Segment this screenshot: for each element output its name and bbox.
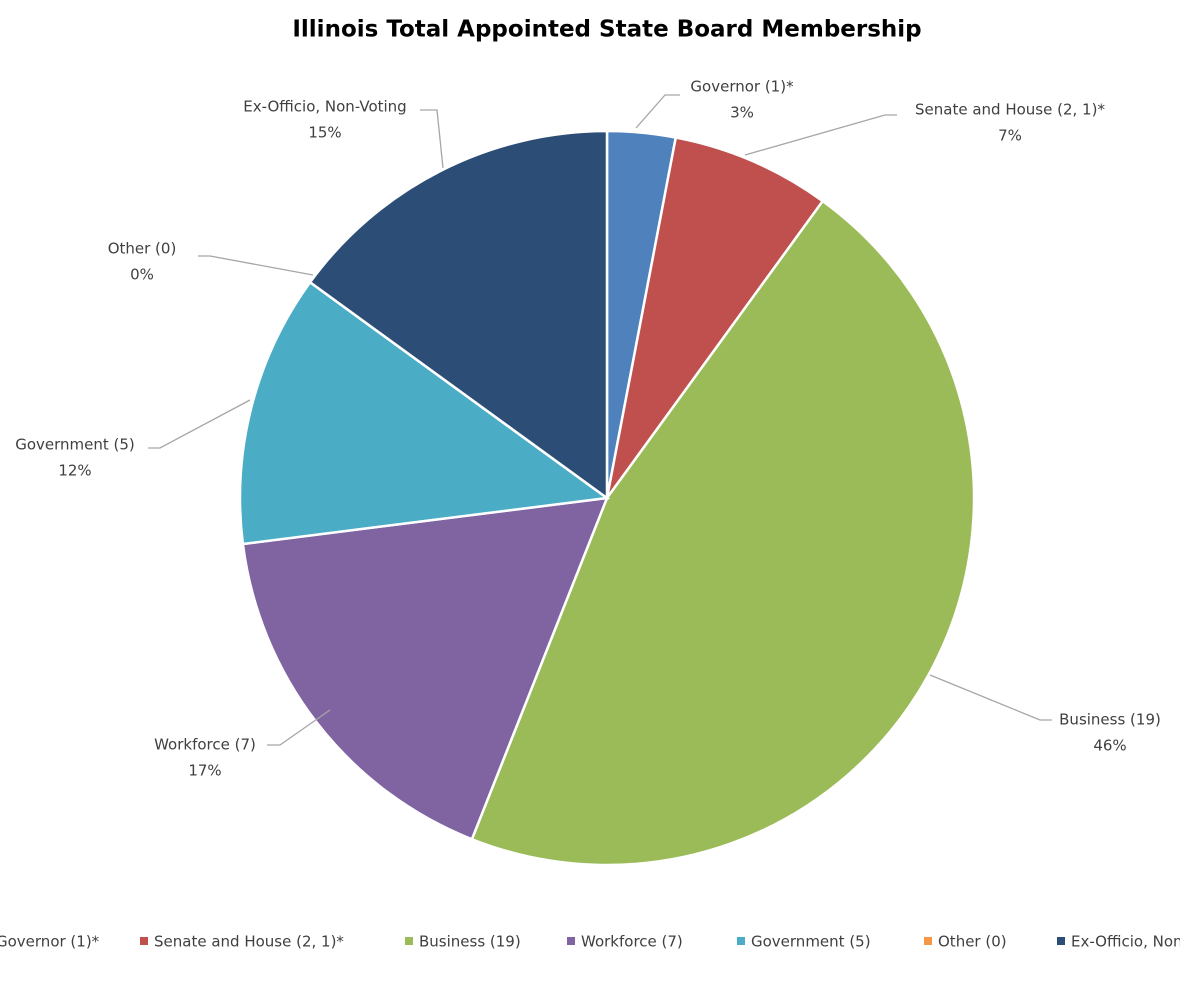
legend-swatch xyxy=(567,937,575,945)
slice-value-label: 0% xyxy=(130,266,154,284)
legend-swatch xyxy=(1057,937,1065,945)
leader-line xyxy=(420,109,444,169)
legend-swatch xyxy=(924,937,932,945)
legend-swatch xyxy=(737,937,745,945)
leader-line xyxy=(929,674,1052,721)
pie xyxy=(238,129,976,867)
slice-label: Workforce (7) xyxy=(154,736,256,754)
leader-line xyxy=(148,399,251,449)
legend-label: Governor (1)* xyxy=(0,933,100,951)
legend-swatch xyxy=(140,937,148,945)
slice-value-label: 46% xyxy=(1093,737,1126,755)
slice-label: Government (5) xyxy=(15,436,135,454)
slice-label: Ex-Officio, Non-Voting xyxy=(243,98,406,116)
legend-label: Senate and House (2, 1)* xyxy=(154,933,344,951)
slice-label: Other (0) xyxy=(108,240,177,258)
leader-line xyxy=(267,709,331,746)
pie-slice xyxy=(470,199,976,867)
chart-title: Illinois Total Appointed State Board Mem… xyxy=(292,17,921,43)
slice-value-label: 3% xyxy=(730,104,754,122)
legend-label: Other (0) xyxy=(938,933,1007,951)
pie-slice xyxy=(238,280,611,546)
pie-slice xyxy=(241,496,609,841)
pie-slice xyxy=(605,136,825,499)
slice-value-label: 7% xyxy=(998,127,1022,145)
slice-label: Governor (1)* xyxy=(690,78,794,96)
pie-slice xyxy=(308,129,609,501)
legend-label: Ex-Officio, Non-Voting xyxy=(1071,933,1180,951)
leader-line xyxy=(744,114,897,156)
legend-label: Business (19) xyxy=(419,933,521,951)
slice-value-label: 15% xyxy=(308,124,341,142)
slice-value-label: 17% xyxy=(188,762,221,780)
legend-swatch xyxy=(405,937,413,945)
slice-label: Senate and House (2, 1)* xyxy=(915,101,1105,119)
leader-line xyxy=(198,255,314,276)
legend-label: Workforce (7) xyxy=(581,933,683,951)
slice-value-label: 12% xyxy=(58,462,91,480)
leader-line xyxy=(635,94,680,129)
slice-label: Business (19) xyxy=(1059,711,1161,729)
legend-label: Government (5) xyxy=(751,933,871,951)
